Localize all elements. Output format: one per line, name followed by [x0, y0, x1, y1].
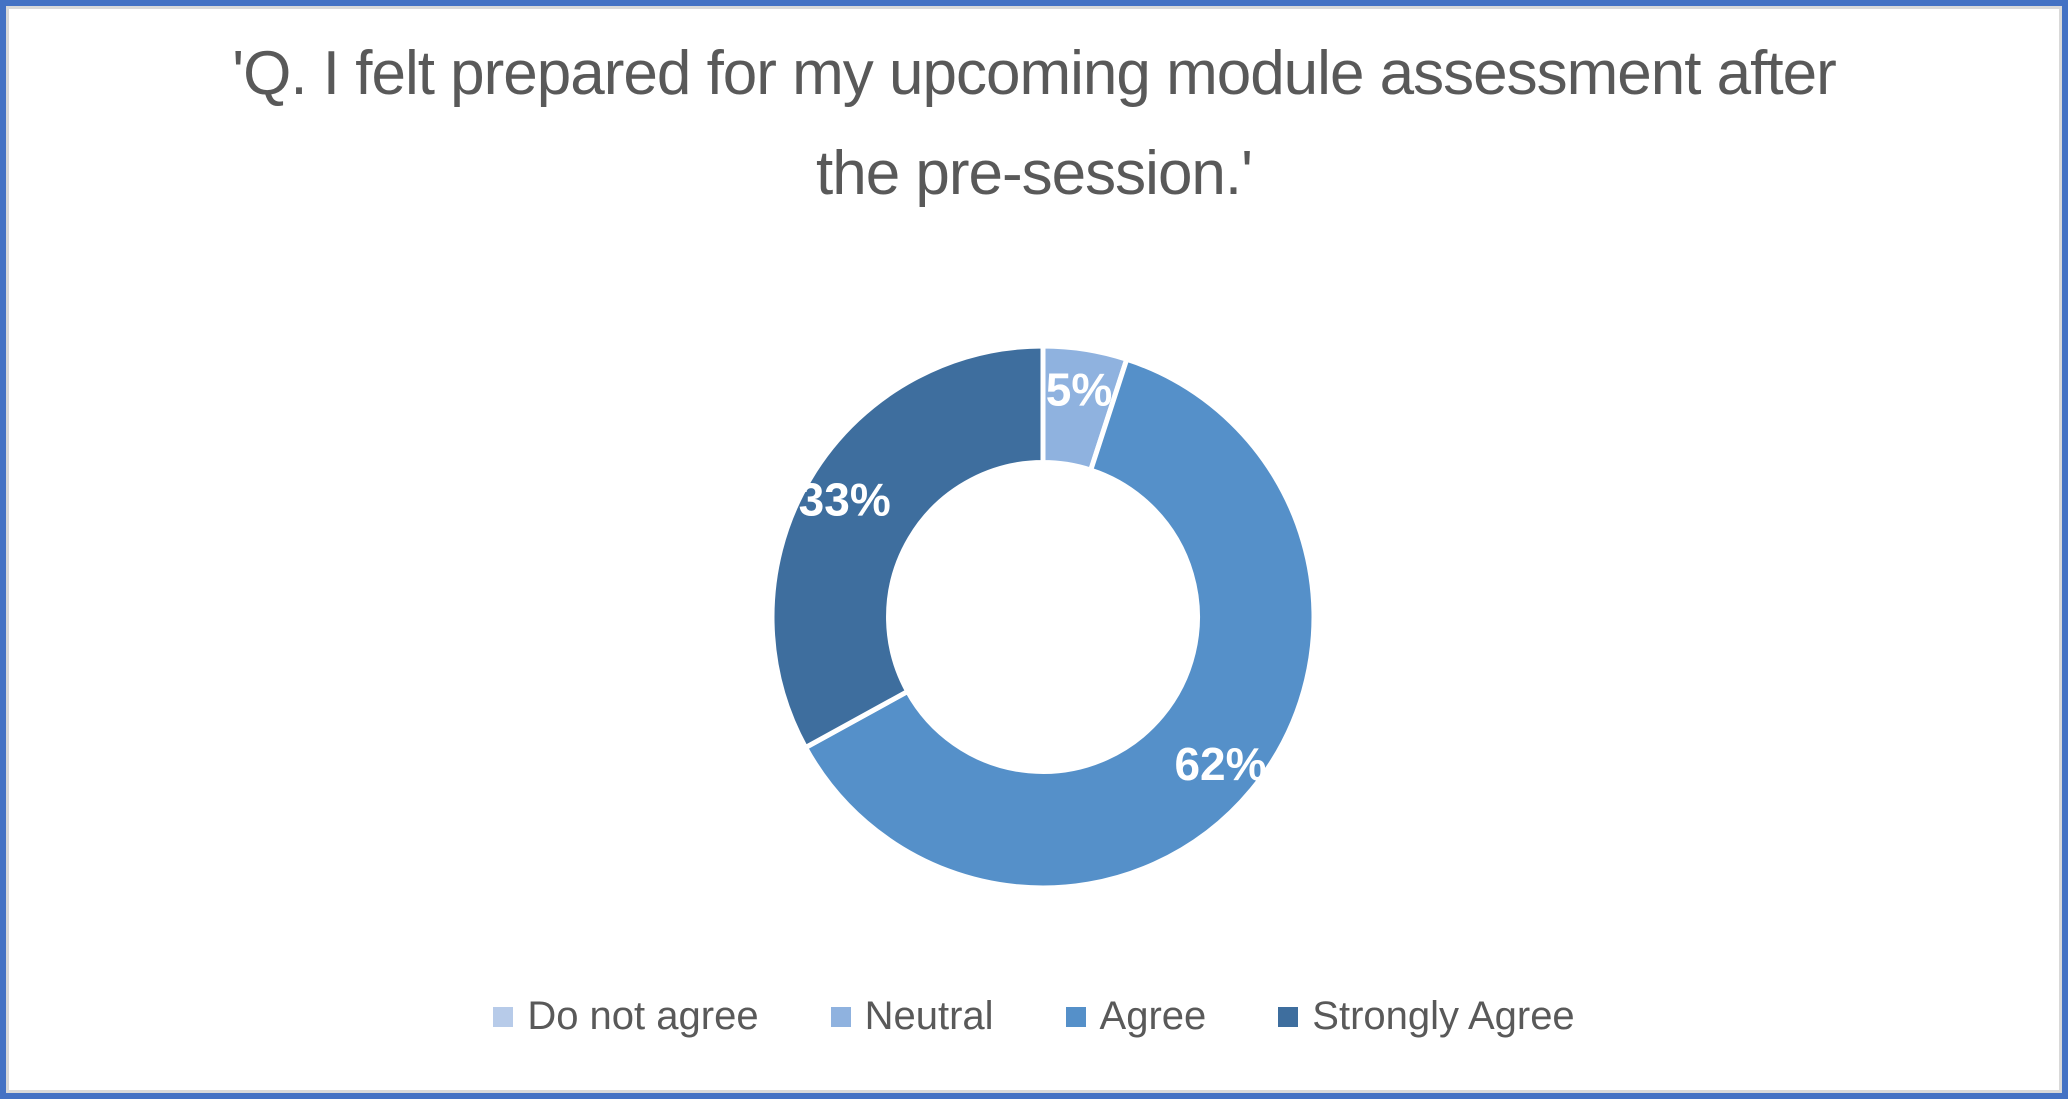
legend-swatch-strongly-agree [1278, 1006, 1299, 1027]
data-label-agree: 62% [1174, 738, 1266, 790]
donut-slice-strongly-agree[interactable] [769, 343, 1046, 751]
data-label-strongly-agree: 33% [799, 474, 891, 526]
chart-title[interactable]: 'Q. I felt prepared for my upcoming modu… [232, 39, 1836, 209]
legend-swatch-agree [1065, 1006, 1086, 1027]
legend-swatch-neutral [830, 1006, 851, 1027]
legend-label: Do not agree [527, 994, 759, 1038]
legend-label: Agree [1099, 994, 1207, 1038]
legend-label: Neutral [864, 994, 994, 1038]
legend-item-do-not-agree[interactable]: Do not agree [493, 994, 759, 1039]
data-label-neutral: 5% [1046, 364, 1112, 416]
legend-swatch-do-not-agree [493, 1006, 514, 1027]
legend-item-strongly-agree[interactable]: Strongly Agree [1278, 994, 1575, 1039]
legend-item-agree[interactable]: Agree [1065, 994, 1207, 1039]
chart-legend: Do not agree Neutral Agree Strongly Agree [6, 994, 2062, 1039]
legend-label: Strongly Agree [1312, 994, 1575, 1038]
legend-item-neutral[interactable]: Neutral [830, 994, 994, 1039]
doughnut-chart[interactable]: 5% 62% 33% [743, 317, 1343, 917]
donut-slice-agree[interactable] [802, 356, 1317, 891]
